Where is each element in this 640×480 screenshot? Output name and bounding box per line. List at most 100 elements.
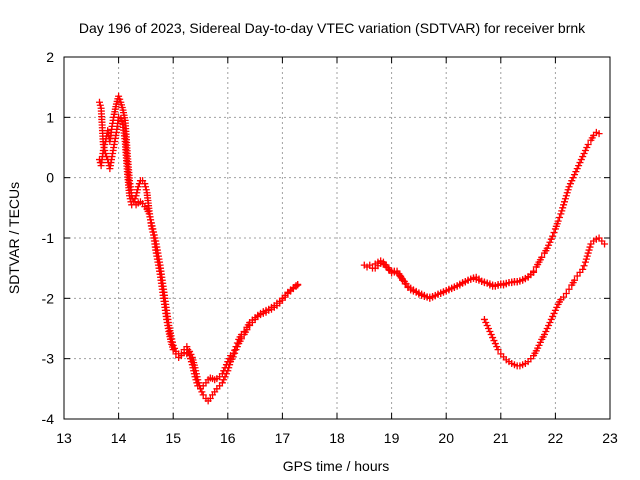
data-point (101, 150, 109, 158)
data-point (233, 339, 241, 347)
data-point (573, 272, 581, 280)
data-point (565, 285, 573, 293)
data-point (586, 243, 594, 251)
data-point (100, 144, 108, 151)
data-point (232, 343, 240, 351)
data-point (571, 276, 579, 284)
axis-ticks (63, 56, 611, 420)
data-point (538, 253, 546, 261)
data-point (584, 140, 592, 148)
data-point (115, 92, 123, 100)
data-point (183, 343, 191, 351)
data-point (581, 147, 589, 155)
x-tick-label: 17 (275, 430, 291, 446)
data-point (595, 130, 603, 138)
data-point (493, 343, 501, 351)
data-point (565, 183, 573, 191)
data-point (564, 186, 572, 194)
data-point (585, 246, 593, 254)
x-tick-label: 14 (111, 430, 127, 446)
data-point (126, 192, 134, 200)
y-tick-label: -2 (42, 290, 55, 306)
data-point (540, 331, 548, 339)
data-point (142, 186, 150, 194)
data-point (169, 346, 177, 354)
data-point (485, 325, 493, 332)
data-point (224, 358, 232, 366)
data-point (584, 249, 592, 257)
data-point (583, 252, 591, 260)
y-tick-label: 1 (46, 109, 54, 125)
data-point (142, 183, 150, 191)
data-point (563, 189, 571, 197)
y-tick-label: -1 (42, 230, 55, 246)
data-point (231, 346, 239, 354)
data-point (147, 222, 155, 230)
data-point (543, 325, 551, 332)
data-point (487, 331, 495, 339)
chart-title: Day 196 of 2023, Sidereal Day-to-day VTE… (79, 20, 586, 36)
data-point (192, 376, 200, 384)
data-point (549, 312, 557, 320)
y-tick-label: -3 (42, 351, 55, 367)
data-point (562, 290, 570, 298)
data-point (187, 358, 195, 366)
data-point (561, 195, 569, 203)
data-point (581, 258, 589, 266)
data-point (536, 338, 544, 346)
data-points (95, 92, 609, 405)
data-point (494, 346, 502, 354)
data-point (189, 364, 197, 372)
data-point (579, 153, 587, 161)
data-point (480, 315, 488, 323)
data-point (222, 361, 230, 369)
data-point (560, 293, 568, 301)
x-tick-label: 19 (384, 430, 400, 446)
data-point (554, 217, 562, 225)
data-point (99, 140, 107, 148)
data-point (490, 337, 498, 345)
data-point (185, 349, 193, 357)
data-point (547, 315, 555, 323)
data-point (550, 229, 558, 237)
data-point (221, 364, 229, 372)
data-point (535, 341, 543, 349)
data-point (562, 192, 570, 200)
data-point (240, 328, 248, 336)
data-point (486, 328, 494, 336)
data-point (188, 361, 196, 369)
data-point (184, 346, 192, 354)
y-tick-label: 0 (46, 170, 54, 186)
data-point (206, 394, 214, 402)
data-point (190, 367, 198, 375)
data-point (175, 353, 183, 361)
data-point (199, 391, 207, 399)
data-point (116, 95, 124, 103)
x-tick-label: 21 (493, 430, 509, 446)
x-axis-title: GPS time / hours (283, 458, 390, 474)
data-point (118, 118, 126, 126)
data-point (571, 171, 579, 179)
data-point (546, 238, 554, 246)
data-point (557, 210, 565, 218)
data-point (572, 168, 580, 176)
data-point (229, 350, 237, 358)
data-point (218, 379, 226, 387)
data-point (579, 265, 587, 273)
data-point (148, 225, 156, 233)
data-point (577, 156, 585, 164)
data-point (101, 147, 109, 155)
data-point (117, 115, 125, 123)
data-point (547, 235, 555, 243)
data-point (491, 340, 499, 348)
x-tick-label: 23 (602, 430, 618, 446)
data-point (191, 373, 199, 381)
data-point (220, 367, 228, 375)
y-tick-label: -4 (42, 411, 55, 427)
data-point (576, 159, 584, 167)
data-point (294, 280, 302, 288)
data-point (559, 204, 567, 212)
x-tick-label: 20 (438, 430, 454, 446)
x-tick-label: 15 (165, 430, 181, 446)
